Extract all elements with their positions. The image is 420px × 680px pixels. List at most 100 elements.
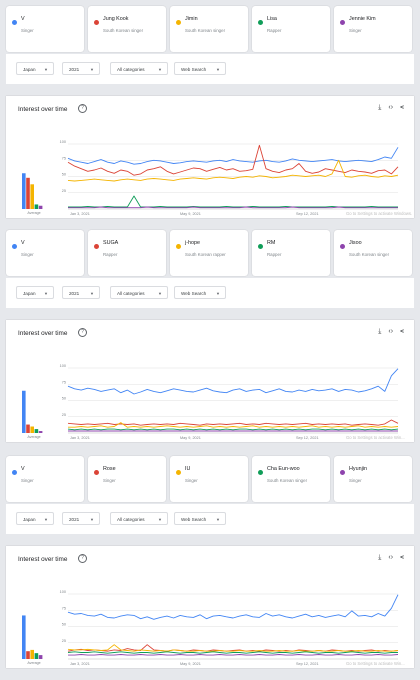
- region-select[interactable]: Japan ▼: [16, 286, 54, 299]
- help-icon[interactable]: ?: [78, 328, 87, 337]
- y-tick-label: 75: [62, 606, 66, 610]
- search-type-select[interactable]: Web Search ▼: [174, 286, 226, 299]
- help-icon[interactable]: ?: [78, 554, 87, 563]
- search-term-4[interactable]: Jennie Kim Singer: [334, 6, 412, 52]
- term-subtitle: South Korean singer: [267, 478, 308, 483]
- search-term-3[interactable]: RM Rapper: [252, 230, 330, 276]
- chevron-down-icon: ▼: [216, 291, 220, 296]
- filters-bar: Japan ▼ 2021 ▼ All categories ▼ Web Search ▼: [6, 504, 414, 534]
- embed-icon[interactable]: ‹›: [388, 104, 394, 111]
- term-color-dot-icon: [176, 20, 181, 25]
- region-select[interactable]: Japan ▼: [16, 512, 54, 525]
- term-name: Jung Kook: [103, 16, 129, 22]
- category-select[interactable]: All categories ▼: [110, 286, 168, 299]
- term-color-dot-icon: [94, 244, 99, 249]
- series-line-0: [67, 147, 399, 165]
- series-line-2: [67, 644, 399, 652]
- x-tick-label: Jan 3, 2021: [70, 662, 90, 666]
- term-name: Cha Eun-woo: [267, 466, 300, 472]
- interest-chart: 100 75 50 25 Jan 3, 2021 May 9, 2021 Sep 12, 2…: [22, 140, 399, 216]
- embed-icon[interactable]: ‹›: [388, 328, 394, 335]
- category-select[interactable]: All categories ▼: [110, 62, 168, 75]
- term-subtitle: Singer: [349, 28, 362, 33]
- term-subtitle: Singer: [21, 28, 34, 33]
- year-select[interactable]: 2021 ▼: [62, 286, 100, 299]
- term-subtitle: South Korean rapper: [185, 252, 226, 257]
- download-icon[interactable]: ⤓: [378, 104, 382, 111]
- term-subtitle: South Korean singer: [349, 252, 390, 257]
- search-term-1[interactable]: Jung Kook South Korean singer: [88, 6, 166, 52]
- region-select[interactable]: Japan ▼: [16, 62, 54, 75]
- term-color-dot-icon: [176, 244, 181, 249]
- embed-icon[interactable]: ‹›: [388, 554, 394, 561]
- download-icon[interactable]: ⤓: [378, 554, 382, 561]
- search-term-4[interactable]: Hyunjin Singer: [334, 456, 412, 502]
- search-type-select-value: Web Search: [181, 517, 207, 522]
- average-bar-2: [30, 649, 34, 659]
- category-select-value: All categories: [117, 517, 145, 522]
- search-term-0[interactable]: V Singer: [6, 230, 84, 276]
- average-bar-2: [30, 426, 34, 433]
- chevron-down-icon: ▼: [44, 291, 48, 296]
- download-icon[interactable]: ⤓: [378, 328, 382, 335]
- category-select[interactable]: All categories ▼: [110, 512, 168, 525]
- term-name: Jennie Kim: [349, 16, 376, 22]
- search-term-2[interactable]: Jimin South Korean singer: [170, 6, 248, 52]
- term-name: Lisa: [267, 16, 277, 22]
- search-term-1[interactable]: Rose Singer: [88, 456, 166, 502]
- series-line-1: [67, 644, 399, 652]
- interest-chart: 100 75 50 25 Jan 3, 2021 May 9, 2021 Sep 12, 2…: [22, 590, 399, 666]
- card-title: Interest over time: [18, 330, 68, 337]
- interest-over-time-card: Interest over time? ⤓ ‹› ⪪ 100 75 50 25 Jan 3, 2…: [6, 546, 414, 668]
- term-color-dot-icon: [340, 244, 345, 249]
- share-icon[interactable]: ⪪: [400, 104, 404, 111]
- average-bar-1: [26, 424, 30, 433]
- series-line-0: [67, 594, 399, 620]
- search-term-2[interactable]: IU Singer: [170, 456, 248, 502]
- search-type-select[interactable]: Web Search ▼: [174, 62, 226, 75]
- search-term-3[interactable]: Lisa Rapper: [252, 6, 330, 52]
- card-tools: ⤓ ‹› ⪪: [371, 554, 404, 562]
- search-term-3[interactable]: Cha Eun-woo South Korean singer: [252, 456, 330, 502]
- x-tick-label: May 9, 2021: [180, 436, 201, 440]
- chevron-down-icon: ▼: [158, 67, 162, 72]
- help-icon[interactable]: ?: [78, 104, 87, 113]
- y-tick-label: 50: [62, 623, 66, 627]
- filters-bar: Japan ▼ 2021 ▼ All categories ▼ Web Search ▼: [6, 278, 414, 308]
- search-term-2[interactable]: j-hope South Korean rapper: [170, 230, 248, 276]
- y-tick-label: 75: [62, 156, 66, 160]
- term-color-dot-icon: [12, 470, 17, 475]
- search-term-4[interactable]: Jisoo South Korean singer: [334, 230, 412, 276]
- term-color-dot-icon: [258, 20, 263, 25]
- average-label: Average: [27, 211, 40, 215]
- year-select[interactable]: 2021 ▼: [62, 62, 100, 75]
- share-icon[interactable]: ⪪: [400, 554, 404, 561]
- average-bar-4: [38, 431, 43, 433]
- term-subtitle: Singer: [21, 478, 34, 483]
- chevron-down-icon: ▼: [44, 67, 48, 72]
- search-term-0[interactable]: V Singer: [6, 6, 84, 52]
- year-select[interactable]: 2021 ▼: [62, 512, 100, 525]
- y-tick-label: 100: [60, 140, 66, 144]
- search-terms-row: V Singer Jung Kook South Korean singer Jimin…: [6, 6, 414, 52]
- chevron-down-icon: ▼: [44, 517, 48, 522]
- y-tick-label: 25: [62, 189, 66, 193]
- term-name: V: [21, 240, 25, 246]
- term-color-dot-icon: [340, 20, 345, 25]
- average-bar-1: [26, 177, 30, 209]
- search-term-0[interactable]: V Singer: [6, 456, 84, 502]
- series-line-3: [67, 651, 398, 654]
- term-name: RM: [267, 240, 276, 246]
- search-type-select[interactable]: Web Search ▼: [174, 512, 226, 525]
- search-term-1[interactable]: SUGA Rapper: [88, 230, 166, 276]
- share-icon[interactable]: ⪪: [400, 328, 404, 335]
- average-bar-0: [22, 173, 26, 209]
- term-name: V: [21, 466, 25, 472]
- series-line-3: [68, 195, 398, 208]
- os-watermark: Go to Settings to activate Win...: [346, 661, 405, 666]
- term-color-dot-icon: [12, 20, 17, 25]
- filters-bar: Japan ▼ 2021 ▼ All categories ▼ Web Search ▼: [6, 54, 414, 84]
- series-line-4: [68, 654, 399, 656]
- x-tick-label: May 9, 2021: [180, 212, 201, 216]
- search-type-select-value: Web Search: [181, 67, 207, 72]
